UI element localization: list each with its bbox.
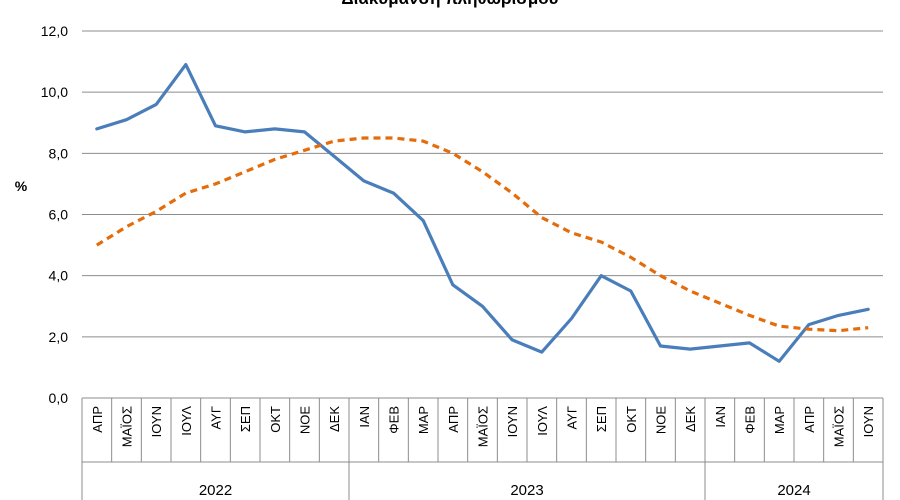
series-line-1 bbox=[95, 62, 870, 363]
x-tick-label: ΦΕΒ bbox=[743, 406, 758, 434]
x-tick-label: ΜΑΪΟΣ bbox=[476, 406, 491, 447]
x-tick-label: ΙΟΥΝ bbox=[505, 406, 520, 437]
x-tick-label: ΝΟΕ bbox=[654, 406, 669, 435]
x-tick-label: ΟΚΤ bbox=[624, 406, 639, 433]
y-tick-label: 6,0 bbox=[49, 207, 69, 223]
y-tick-label: 0,0 bbox=[49, 390, 69, 406]
x-tick-label: ΔΕΚ bbox=[327, 406, 342, 432]
x-tick-label: ΣΕΠ bbox=[238, 406, 253, 432]
year-label: 2024 bbox=[777, 482, 810, 499]
x-tick-label: ΙΟΥΛ bbox=[179, 406, 194, 436]
x-tick-label: ΙΑΝ bbox=[713, 406, 728, 428]
x-tick-label: ΟΚΤ bbox=[268, 406, 283, 433]
x-tick-label: ΑΠΡ bbox=[802, 406, 817, 433]
gridlines bbox=[82, 30, 883, 399]
x-tick-label: ΜΑΪΟΣ bbox=[120, 406, 135, 447]
y-tick-label: 8,0 bbox=[49, 145, 69, 161]
y-tick-label: 10,0 bbox=[41, 84, 68, 100]
chart-title: Διακύμανση πληθωρισμού bbox=[341, 0, 558, 8]
x-tick-label: ΦΕΒ bbox=[387, 406, 402, 434]
series-line-2 bbox=[95, 136, 869, 333]
y-tick-label: 2,0 bbox=[49, 329, 69, 345]
y-axis-ticks: 0,0 2,0 4,0 6,0 8,0 10,0 12,0 bbox=[41, 23, 68, 406]
x-tick-label: ΑΥΓ bbox=[209, 406, 224, 430]
x-tick-label: ΜΑΡ bbox=[416, 406, 431, 434]
x-tick-label: ΜΑΪΟΣ bbox=[832, 406, 847, 447]
y-axis-label: % bbox=[15, 178, 28, 194]
x-tick-label: ΜΑΡ bbox=[772, 406, 787, 434]
year-label: 2022 bbox=[199, 482, 232, 499]
x-tick-label: ΙΟΥΛ bbox=[535, 406, 550, 436]
x-tick-label: ΑΠΡ bbox=[90, 406, 105, 433]
x-tick-label: ΝΟΕ bbox=[298, 406, 313, 435]
x-tick-label: ΑΥΓ bbox=[565, 406, 580, 430]
x-tick-label: ΑΠΡ bbox=[446, 406, 461, 433]
x-tick-label: ΔΕΚ bbox=[683, 406, 698, 432]
x-tick-label: ΙΑΝ bbox=[357, 406, 372, 428]
y-tick-label: 4,0 bbox=[49, 268, 69, 284]
year-label: 2023 bbox=[510, 482, 543, 499]
x-tick-label: ΙΟΥΝ bbox=[861, 406, 876, 437]
series-lines bbox=[95, 62, 870, 363]
y-tick-label: 12,0 bbox=[41, 23, 68, 39]
x-axis: ΑΠΡ ΜΑΪΟΣ ΙΟΥΝ ΙΟΥΛ ΑΥΓ ΣΕΠ ΟΚΤ ΝΟΕ ΔΕΚ ΙΑΝ ΦΕΒ ΜΑΡ… bbox=[81, 398, 884, 500]
x-tick-label: ΣΕΠ bbox=[594, 406, 609, 432]
x-tick-label: ΙΟΥΝ bbox=[149, 406, 164, 437]
